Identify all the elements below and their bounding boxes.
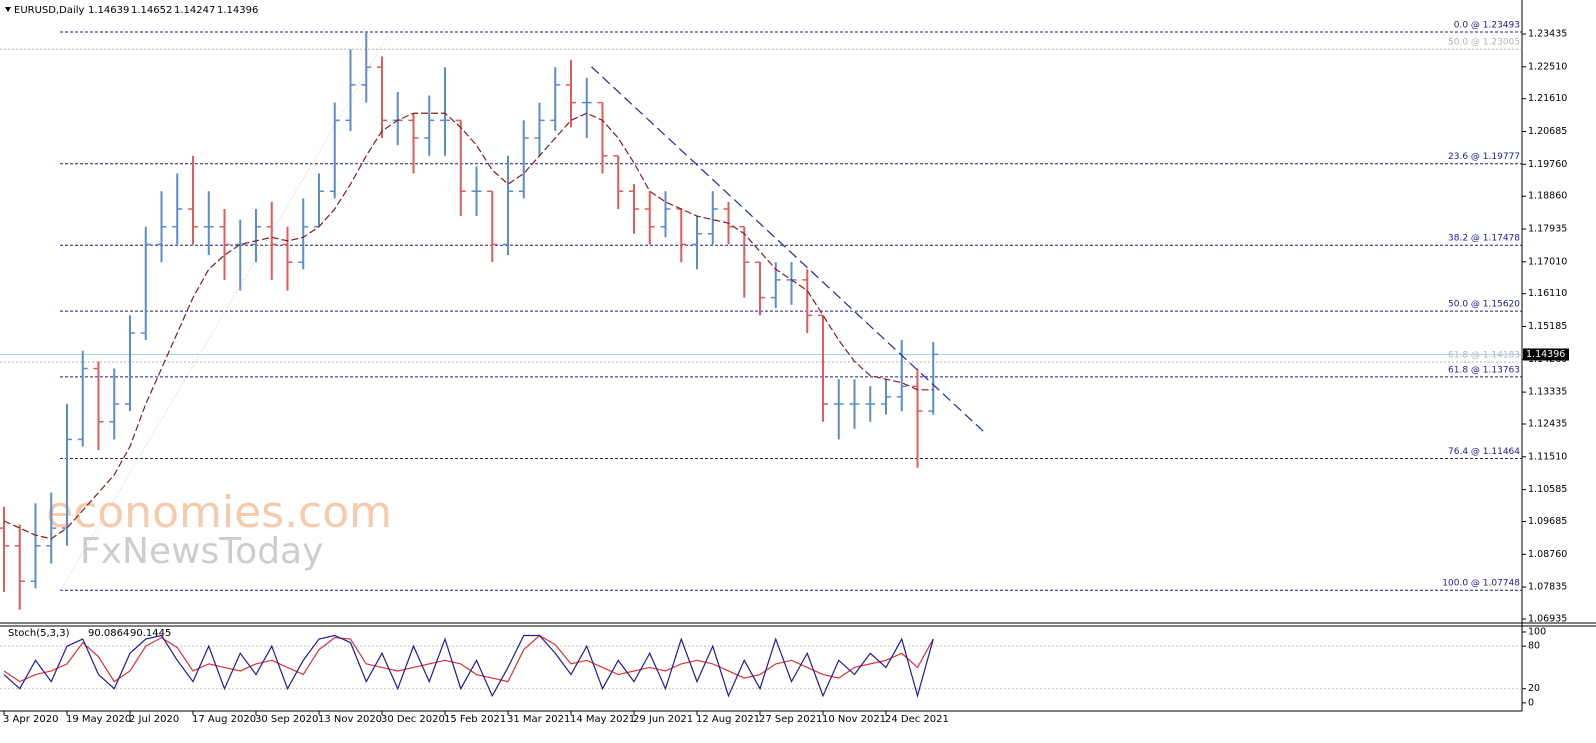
fib-label: 76.4 @ 1.11464 <box>1448 447 1520 457</box>
watermark: FxNewsToday <box>80 531 323 572</box>
x-tick-label: 15 Feb 2021 <box>444 714 506 725</box>
y-tick-label: 1.21610 <box>1528 93 1567 104</box>
y-tick-label: 1.07835 <box>1528 582 1567 593</box>
y-tick-label: 1.20685 <box>1528 126 1567 137</box>
y-tick-label: 1.18860 <box>1528 191 1567 202</box>
menu-arrow <box>5 7 11 12</box>
y-tick-label: 20 <box>1528 683 1540 694</box>
x-tick-label: 14 May 2021 <box>570 714 635 725</box>
y-tick-label: 1.16110 <box>1528 288 1567 299</box>
indicator-title: Stoch(5,3,3) <box>8 628 70 639</box>
fib-label: 38.2 @ 1.17478 <box>1448 234 1520 244</box>
fib-label: 61.8 @ 1.13763 <box>1448 365 1520 375</box>
x-tick-label: 10 Nov 2021 <box>822 714 886 725</box>
y-tick-label: 1.06935 <box>1528 614 1567 625</box>
x-tick-label: 29 Jun 2021 <box>633 714 693 725</box>
header-value: 1.14396 <box>217 5 258 16</box>
chart-title: EURUSD,Daily <box>14 5 85 16</box>
x-tick-label: 19 May 2020 <box>66 714 131 725</box>
x-tick-label: 13 Nov 2020 <box>318 714 382 725</box>
x-tick-label: 12 Aug 2021 <box>696 714 760 725</box>
x-tick-label: 27 Sep 2021 <box>759 714 822 725</box>
y-tick-label: 100 <box>1528 626 1546 637</box>
fib-label: 0.0 @ 1.23493 <box>1454 20 1520 30</box>
header-value: 1.14652 <box>131 5 172 16</box>
price-box <box>1523 348 1569 361</box>
x-tick-label: 30 Dec 2020 <box>381 714 445 725</box>
y-tick-label: 1.08760 <box>1528 549 1567 560</box>
fib-label: 23.6 @ 1.19777 <box>1448 152 1520 162</box>
fib-label: 100.0 @ 1.07748 <box>1442 579 1520 589</box>
x-tick-label: 30 Sep 2020 <box>255 714 318 725</box>
fib-label: 50.0 @ 1.15620 <box>1448 300 1520 310</box>
y-tick-label: 80 <box>1528 641 1540 652</box>
header-value: 1.14247 <box>174 5 215 16</box>
y-tick-label: 1.10585 <box>1528 484 1567 495</box>
watermark: economies.com <box>46 487 392 538</box>
x-tick-label: 17 Aug 2020 <box>192 714 256 725</box>
y-tick-label: 1.17935 <box>1528 224 1567 235</box>
x-tick-label: 2 Jul 2020 <box>129 714 179 725</box>
stoch-line <box>3 634 934 699</box>
price-box-label: 1.14396 <box>1526 349 1565 360</box>
y-tick-label: 1.11510 <box>1528 451 1567 462</box>
y-tick-label: 1.19760 <box>1528 159 1567 170</box>
moving-average <box>3 112 934 540</box>
y-tick-label: 1.15185 <box>1528 321 1567 332</box>
fib-label: 61.8 @ 1.14183 <box>1448 351 1520 361</box>
y-tick-label: 1.12435 <box>1528 419 1567 430</box>
indicator-value: 90.1445 <box>130 628 171 639</box>
y-tick-label: 1.23435 <box>1528 29 1567 40</box>
stoch-line <box>3 634 934 683</box>
x-tick-label: 31 Mar 2021 <box>507 714 570 725</box>
header-value: 1.14639 <box>88 5 129 16</box>
x-tick-label: 24 Dec 2021 <box>885 714 949 725</box>
indicator-value: 90.0864 <box>88 628 129 639</box>
fib-label: 50.0 @ 1.23005 <box>1448 38 1520 48</box>
y-tick-label: 1.13335 <box>1528 387 1567 398</box>
x-tick-label: 3 Apr 2020 <box>3 714 58 725</box>
y-tick-label: 1.22510 <box>1528 61 1567 72</box>
y-tick-label: 0 <box>1528 697 1534 708</box>
y-tick-label: 1.17010 <box>1528 256 1567 267</box>
y-tick-label: 1.09685 <box>1528 516 1567 527</box>
